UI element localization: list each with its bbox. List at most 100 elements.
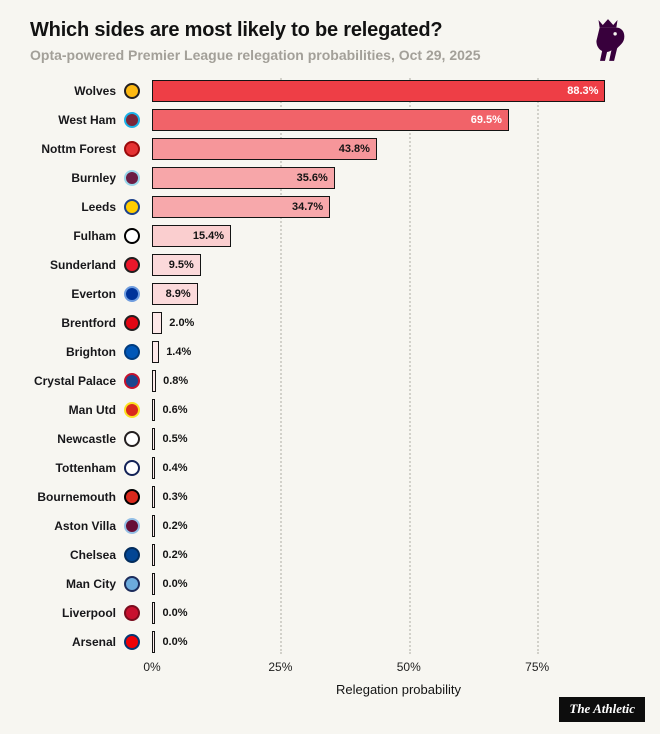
x-tick-label: 25% (268, 660, 293, 674)
team-crest-icon (124, 82, 140, 99)
probability-value-label: 1.4% (166, 345, 192, 358)
team-name: Chelsea (69, 547, 116, 562)
probability-value-label: 0.4% (162, 461, 188, 474)
team-row: Everton 8.9% (30, 279, 645, 308)
probability-value-label: 34.7% (291, 200, 324, 213)
gridline-75 (537, 78, 540, 654)
bar-track: 0.2% (152, 514, 645, 537)
team-row: Newcastle 0.5% (30, 424, 645, 453)
team-name: Fulham (73, 228, 116, 243)
team-crest-icon (124, 430, 140, 447)
probability-value-label: 88.3% (567, 84, 599, 97)
probability-bar (152, 427, 156, 450)
probability-bar (152, 253, 201, 276)
team-name: Nottm Forest (41, 141, 116, 156)
team-crest-icon (124, 459, 140, 476)
bar-track: 0.0% (152, 601, 645, 624)
probability-value-label: 0.0% (162, 577, 188, 590)
team-name: Burnley (71, 170, 116, 185)
probability-bar (152, 79, 606, 102)
team-row: West Ham 69.5% (30, 105, 645, 134)
probability-value-label: 15.4% (192, 229, 225, 242)
team-crest-icon (124, 169, 140, 186)
team-row: Nottm Forest 43.8% (30, 134, 645, 163)
probability-bar (152, 601, 156, 624)
team-row: Leeds 34.7% (30, 192, 645, 221)
probability-bar (152, 369, 157, 392)
team-name: Man City (65, 576, 116, 591)
bar-track: 0.4% (152, 456, 645, 479)
team-row: Man Utd 0.6% (30, 395, 645, 424)
team-row: Burnley 35.6% (30, 163, 645, 192)
bar-track: 0.6% (152, 398, 645, 421)
bar-track: 2.0% (152, 311, 645, 334)
probability-bar (152, 166, 335, 189)
team-row: Brentford 2.0% (30, 308, 645, 337)
bar-track: 15.4% (152, 224, 645, 247)
probability-bar (152, 311, 163, 334)
team-name: Crystal Palace (33, 373, 116, 388)
team-row: Aston Villa 0.2% (30, 511, 645, 540)
x-tick-label: 0% (143, 660, 161, 674)
x-axis-ticks: 0% 25% 50% 75% (143, 658, 645, 678)
probability-bar (152, 137, 377, 160)
team-name: Aston Villa (54, 518, 116, 533)
bar-track: 35.6% (152, 166, 645, 189)
x-tick-label: 50% (396, 660, 421, 674)
probability-bar (152, 398, 156, 421)
probability-value-label: 2.0% (169, 316, 195, 329)
bar-track: 0.8% (152, 369, 645, 392)
team-row: Liverpool 0.0% (30, 598, 645, 627)
probability-value-label: 0.8% (163, 374, 189, 387)
team-crest-icon (124, 343, 140, 360)
team-name: Leeds (81, 199, 116, 214)
probability-bar (152, 572, 156, 595)
team-crest-icon (124, 517, 140, 534)
probability-value-label: 0.2% (162, 548, 188, 561)
team-crest-icon (124, 633, 140, 650)
probability-bar (152, 195, 331, 218)
team-crest-icon (124, 372, 140, 389)
page-title: Which sides are most likely to be relega… (30, 19, 443, 41)
bar-track: 0.2% (152, 543, 645, 566)
probability-value-label: 35.6% (296, 171, 328, 184)
probability-value-label: 0.2% (162, 519, 188, 532)
x-tick-label: 75% (525, 660, 550, 674)
bar-track: 0.0% (152, 572, 645, 595)
probability-bar (152, 282, 198, 305)
probability-value-label: 0.0% (162, 606, 188, 619)
team-row: Wolves 88.3% (30, 76, 645, 105)
bar-track: 88.3% (152, 79, 645, 102)
team-row: Fulham 15.4% (30, 221, 645, 250)
team-crest-icon (124, 604, 140, 621)
probability-value-label: 0.6% (162, 403, 188, 416)
team-row: Brighton 1.4% (30, 337, 645, 366)
team-crest-icon (124, 256, 140, 273)
header: Which sides are most likely to be relega… (30, 18, 645, 64)
team-name: Brentford (61, 315, 116, 330)
probability-value-label: 0.0% (162, 635, 188, 648)
team-crest-icon (124, 140, 140, 157)
gridlines (152, 78, 645, 654)
team-name: Man Utd (68, 402, 116, 417)
probability-value-label: 0.5% (162, 432, 188, 445)
team-row: Man City 0.0% (30, 569, 645, 598)
team-crest-icon (124, 575, 140, 592)
probability-bar (152, 543, 156, 566)
team-name: Tottenham (55, 460, 116, 475)
team-name: Liverpool (61, 605, 116, 620)
bar-track: 34.7% (152, 195, 645, 218)
team-crest-icon (124, 198, 140, 215)
gridline-25 (280, 78, 283, 654)
probability-bar (152, 630, 156, 653)
probability-value-label: 43.8% (338, 142, 370, 155)
team-row: Crystal Palace 0.8% (30, 366, 645, 395)
probability-value-label: 69.5% (470, 113, 502, 126)
team-name: West Ham (58, 112, 116, 127)
team-crest-icon (124, 546, 140, 563)
probability-value-label: 0.3% (162, 490, 188, 503)
team-crest-icon (124, 314, 140, 331)
probability-bar (152, 224, 232, 247)
team-name: Everton (71, 286, 116, 301)
probability-bar (152, 456, 156, 479)
